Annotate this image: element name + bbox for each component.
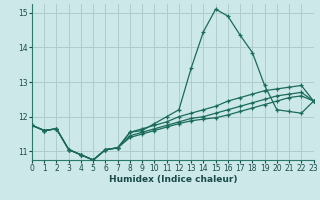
X-axis label: Humidex (Indice chaleur): Humidex (Indice chaleur)	[108, 175, 237, 184]
